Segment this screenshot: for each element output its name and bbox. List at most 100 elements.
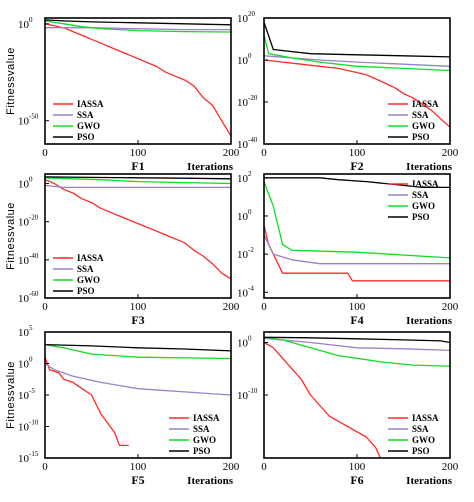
y-tick-exponent: -20 bbox=[248, 94, 258, 102]
legend-label-gwo: GWO bbox=[77, 121, 100, 131]
y-axis-label: Fitnessvalue bbox=[5, 361, 17, 429]
x-tick-label: 200 bbox=[223, 147, 240, 159]
y-tick-exponent: -60 bbox=[29, 290, 39, 298]
legend-label-pso: PSO bbox=[77, 132, 95, 142]
legend-label-iassa: IASSA bbox=[412, 99, 439, 109]
legend-label-gwo: GWO bbox=[193, 435, 216, 445]
series-line-iassa bbox=[45, 179, 231, 280]
series-line-ssa bbox=[264, 337, 450, 352]
y-tick-exponent: 2 bbox=[248, 170, 252, 178]
y-tick-label: 10 bbox=[237, 390, 249, 402]
series-line-pso bbox=[264, 336, 450, 344]
x-tick-label: 100 bbox=[349, 301, 366, 313]
series-line-gwo bbox=[264, 34, 450, 72]
panel-title: F1 bbox=[131, 159, 144, 173]
legend-label-iassa: IASSA bbox=[412, 413, 439, 423]
series-line-ssa bbox=[45, 27, 231, 31]
x-axis-label: Iterations bbox=[406, 161, 453, 173]
legend-label-ssa: SSA bbox=[77, 110, 94, 120]
x-tick-label: 100 bbox=[349, 147, 366, 159]
y-tick-label: 10 bbox=[18, 217, 30, 229]
y-tick-label: 10 bbox=[237, 139, 249, 151]
series-line-pso bbox=[45, 176, 231, 180]
y-tick-label: 10 bbox=[237, 97, 249, 109]
y-tick-label: 10 bbox=[18, 19, 30, 31]
y-tick-exponent: -20 bbox=[29, 214, 39, 222]
y-tick-label: 10 bbox=[18, 359, 30, 371]
x-axis-label: Iterations bbox=[406, 475, 453, 487]
x-tick-label: 0 bbox=[42, 301, 48, 313]
panel-title: F6 bbox=[350, 473, 363, 487]
panel-title: F2 bbox=[350, 159, 363, 173]
legend-label-pso: PSO bbox=[412, 446, 430, 456]
legend-label-iassa: IASSA bbox=[77, 253, 104, 263]
plot-frame bbox=[44, 17, 232, 145]
y-tick-exponent: -2 bbox=[248, 246, 254, 254]
x-tick-label: 100 bbox=[130, 301, 147, 313]
legend-label-gwo: GWO bbox=[412, 121, 435, 131]
series-line-iassa bbox=[45, 23, 231, 137]
y-tick-label: 10 bbox=[18, 293, 30, 305]
x-axis-label: Iterations bbox=[406, 315, 453, 327]
y-tick-exponent: 20 bbox=[248, 10, 256, 18]
y-tick-label: 10 bbox=[237, 249, 249, 261]
legend-label-iassa: IASSA bbox=[412, 179, 439, 189]
series-line-pso bbox=[45, 19, 231, 26]
x-tick-label: 100 bbox=[349, 461, 366, 473]
series-line-pso bbox=[264, 177, 450, 189]
x-tick-label: 200 bbox=[223, 301, 240, 313]
y-tick-label: 10 bbox=[237, 211, 249, 223]
x-tick-label: 200 bbox=[223, 461, 240, 473]
x-tick-label: 100 bbox=[130, 461, 147, 473]
y-tick-label: 10 bbox=[237, 173, 249, 185]
series-line-iassa bbox=[264, 225, 450, 282]
y-tick-label: 10 bbox=[18, 116, 30, 128]
legend-label-iassa: IASSA bbox=[193, 413, 220, 423]
legend-label-ssa: SSA bbox=[412, 110, 429, 120]
series-line-ssa bbox=[45, 362, 231, 396]
series-line-gwo bbox=[264, 336, 450, 367]
y-tick-exponent: -40 bbox=[29, 252, 39, 260]
x-axis-label: Iterations bbox=[187, 161, 234, 173]
legend-label-gwo: GWO bbox=[77, 275, 100, 285]
series-line-iassa bbox=[264, 59, 450, 128]
panel-title: F5 bbox=[131, 473, 144, 487]
legend-label-ssa: SSA bbox=[412, 424, 429, 434]
x-tick-label: 0 bbox=[42, 147, 48, 159]
x-tick-label: 0 bbox=[261, 461, 267, 473]
x-tick-label: 0 bbox=[261, 301, 267, 313]
legend-label-gwo: GWO bbox=[412, 201, 435, 211]
series-line-iassa bbox=[264, 341, 381, 458]
y-tick-label: 10 bbox=[18, 327, 30, 339]
series-line-ssa bbox=[264, 234, 450, 265]
x-axis-label: Iterations bbox=[187, 475, 234, 487]
legend-label-pso: PSO bbox=[412, 132, 430, 142]
y-tick-label: 10 bbox=[18, 255, 30, 267]
legend-label-gwo: GWO bbox=[412, 435, 435, 445]
y-tick-exponent: -15 bbox=[29, 450, 39, 458]
y-tick-exponent: 5 bbox=[29, 324, 33, 332]
series-line-pso bbox=[45, 343, 231, 352]
y-tick-exponent: 0 bbox=[29, 176, 33, 184]
y-tick-exponent: -40 bbox=[248, 136, 258, 144]
series-line-iassa bbox=[45, 356, 129, 447]
y-axis-label: Fitnessvalue bbox=[5, 202, 17, 270]
y-axis-label: Fitnessvalue bbox=[5, 47, 17, 115]
y-tick-label: 10 bbox=[237, 13, 249, 25]
y-tick-label: 10 bbox=[237, 287, 249, 299]
y-tick-exponent: -50 bbox=[29, 113, 39, 121]
x-tick-label: 200 bbox=[442, 301, 459, 313]
y-tick-label: 10 bbox=[18, 179, 30, 191]
series-line-gwo bbox=[45, 343, 231, 360]
y-tick-exponent: -10 bbox=[248, 387, 258, 395]
legend-label-pso: PSO bbox=[193, 446, 211, 456]
legend-label-pso: PSO bbox=[77, 286, 95, 296]
